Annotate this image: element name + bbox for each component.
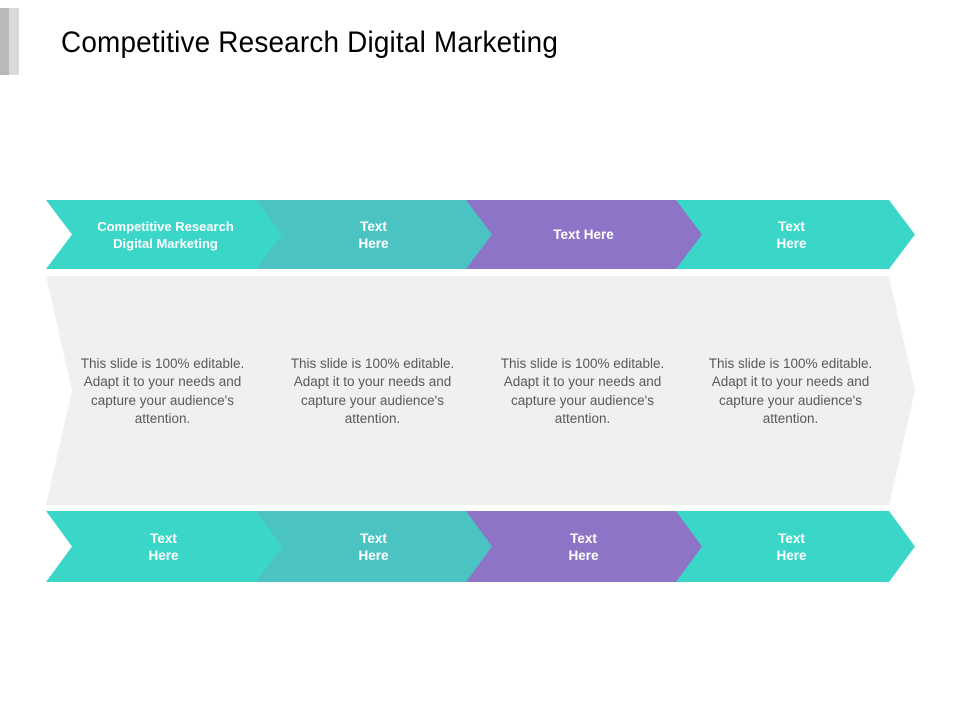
body-panel-4-text: This slide is 100% editable. Adapt it to…: [708, 355, 873, 426]
body-panel-4[interactable]: This slide is 100% editable. Adapt it to…: [676, 276, 915, 505]
footer-chevron-1[interactable]: Text Here: [46, 511, 289, 582]
header-chevron-4[interactable]: Text Here: [676, 200, 915, 269]
footer-chevron-3-label: Text Here: [568, 530, 599, 563]
header-chevron-3-label: Text Here: [553, 227, 614, 242]
body-panel-3-text: This slide is 100% editable. Adapt it to…: [500, 355, 665, 426]
footer-chevron-1-label: Text Here: [148, 530, 179, 563]
chevron-footer-row: Text Here Text Here Text Here Text Here: [0, 511, 960, 582]
body-panel-1-text: This slide is 100% editable. Adapt it to…: [80, 355, 245, 426]
footer-chevron-3[interactable]: Text Here: [466, 511, 709, 582]
footer-chevron-2[interactable]: Text Here: [256, 511, 499, 582]
body-panel-1[interactable]: This slide is 100% editable. Adapt it to…: [46, 276, 289, 505]
title-accent-bar-light: [9, 8, 19, 75]
footer-chevron-2-label: Text Here: [358, 530, 389, 563]
body-panel-2[interactable]: This slide is 100% editable. Adapt it to…: [256, 276, 499, 505]
page-title: Competitive Research Digital Marketing: [61, 26, 559, 59]
footer-chevron-4[interactable]: Text Here: [676, 511, 915, 582]
title-accent-bar-dark: [0, 8, 9, 75]
header-chevron-3[interactable]: Text Here: [466, 200, 709, 269]
header-chevron-4-label: Text Here: [776, 218, 807, 251]
header-chevron-2[interactable]: Text Here: [256, 200, 499, 269]
chevron-body-row: This slide is 100% editable. Adapt it to…: [0, 276, 960, 505]
footer-chevron-4-label: Text Here: [776, 530, 807, 563]
body-panel-2-text: This slide is 100% editable. Adapt it to…: [290, 355, 455, 426]
header-chevron-2-label: Text Here: [358, 218, 389, 251]
body-panel-3[interactable]: This slide is 100% editable. Adapt it to…: [466, 276, 709, 505]
chevron-header-row: Competitive Research Digital Marketing T…: [0, 200, 960, 269]
header-chevron-1-label: Competitive Research Digital Marketing: [97, 218, 234, 251]
header-chevron-1[interactable]: Competitive Research Digital Marketing: [46, 200, 289, 269]
